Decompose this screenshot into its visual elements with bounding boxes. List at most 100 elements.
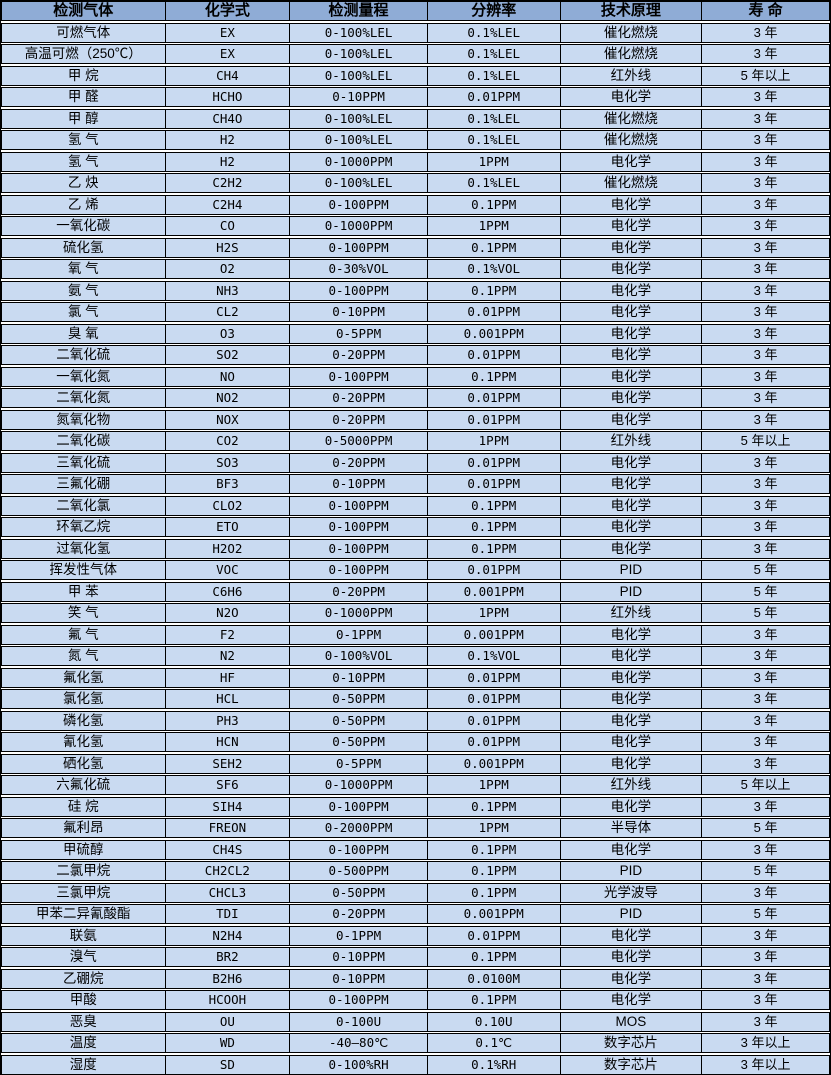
table-cell: 3 年 — [701, 130, 830, 150]
table-cell: 0.1PPM — [426, 882, 560, 903]
table-cell: 0-20PPM — [289, 345, 427, 365]
table-cell: 0-100PPM — [289, 990, 427, 1010]
table-cell: 0.1%LEL — [426, 65, 560, 86]
table-row: 二氧化氯 CLO2 0-100PPM 0.1PPM 电化学 3 年 — [1, 495, 830, 516]
table-row: 三氯甲烷 CHCL3 0-50PPM 0.1PPM 光学波导 3 年 — [1, 882, 830, 903]
table-cell: CL2 — [164, 302, 290, 322]
table-cell: 0.01PPM — [426, 560, 560, 580]
table-cell: 二氧化氮 — [1, 388, 165, 408]
table-cell: 磷化氢 — [1, 710, 165, 731]
table-cell: 电化学 — [559, 839, 702, 860]
table-cell: B2H6 — [164, 968, 290, 989]
table-row: 联氨 N2H4 0-1PPM 0.01PPM 电化学 3 年 — [1, 925, 830, 946]
table-cell: SIH4 — [164, 796, 290, 817]
table-cell: 3 年以上 — [701, 1033, 830, 1053]
table-cell: HCN — [164, 732, 290, 752]
table-cell: 0-30%VOL — [289, 259, 427, 279]
table-cell: 1PPM — [426, 603, 560, 623]
table-cell: 0-100%LEL — [289, 130, 427, 150]
table-cell: 3 年以上 — [701, 1054, 830, 1075]
table-cell: 0-10PPM — [289, 947, 427, 967]
table-cell: 0.01PPM — [426, 345, 560, 365]
table-cell: 0-1000PPM — [289, 151, 427, 172]
table-cell: 3 年 — [701, 323, 830, 344]
table-cell: 红外线 — [559, 431, 702, 451]
table-cell: 光学波导 — [559, 882, 702, 903]
table-cell: 0-50PPM — [289, 732, 427, 752]
table-row: 甲 烷 CH4 0-100%LEL 0.1%LEL 红外线 5 年以上 — [1, 65, 830, 86]
table-cell: 电化学 — [559, 646, 702, 666]
table-row: 氨 气 NH3 0-100PPM 0.1PPM 电化学 3 年 — [1, 280, 830, 301]
table-cell: 电化学 — [559, 323, 702, 344]
table-cell: 0-100PPM — [289, 517, 427, 537]
table-cell: 红外线 — [559, 65, 702, 86]
table-cell: SF6 — [164, 775, 290, 795]
table-cell: 3 年 — [701, 87, 830, 107]
table-cell: 5 年 — [701, 861, 830, 881]
table-cell: 氟 气 — [1, 624, 165, 645]
table-cell: 0.1PPM — [426, 947, 560, 967]
column-header-gas: 检测气体 — [1, 1, 165, 21]
table-cell: PID — [559, 861, 702, 881]
table-cell: 氮 气 — [1, 646, 165, 666]
table-cell: 电化学 — [559, 732, 702, 752]
table-row: 磷化氢 PH3 0-50PPM 0.01PPM 电化学 3 年 — [1, 710, 830, 731]
table-cell: 0.1%LEL — [426, 130, 560, 150]
table-cell: 0.1PPM — [426, 861, 560, 881]
table-cell: CLO2 — [164, 495, 290, 516]
table-cell: BF3 — [164, 474, 290, 494]
table-cell: 3 年 — [701, 882, 830, 903]
table-cell: N2O — [164, 603, 290, 623]
table-cell: 数字芯片 — [559, 1054, 702, 1075]
table-cell: 0.10U — [426, 1011, 560, 1032]
table-cell: 0-50PPM — [289, 689, 427, 709]
table-cell: 甲 醇 — [1, 108, 165, 129]
table-cell: 0.1℃ — [426, 1033, 560, 1053]
table-cell: 可燃气体 — [1, 22, 165, 43]
table-cell: 电化学 — [559, 495, 702, 516]
table-cell: 电化学 — [559, 538, 702, 559]
table-cell: FREON — [164, 818, 290, 838]
table-cell: 0.01PPM — [426, 667, 560, 688]
table-cell: 甲 醛 — [1, 87, 165, 107]
table-cell: 0-100%LEL — [289, 108, 427, 129]
table-cell: TDI — [164, 904, 290, 924]
table-row: 过氧化氢 H2O2 0-100PPM 0.1PPM 电化学 3 年 — [1, 538, 830, 559]
table-header-row: 检测气体 化学式 检测量程 分辨率 技术原理 寿 命 — [1, 1, 830, 21]
table-cell: 电化学 — [559, 216, 702, 236]
table-cell: 电化学 — [559, 710, 702, 731]
table-cell: 氟化氢 — [1, 667, 165, 688]
table-row: 三氧化硫 SO3 0-20PPM 0.01PPM 电化学 3 年 — [1, 452, 830, 473]
table-cell: 电化学 — [559, 388, 702, 408]
table-cell: 0.01PPM — [426, 710, 560, 731]
table-cell: 甲硫醇 — [1, 839, 165, 860]
table-cell: 0-100%VOL — [289, 646, 427, 666]
table-row: 氧 气 O2 0-30%VOL 0.1%VOL 电化学 3 年 — [1, 259, 830, 279]
table-cell: MOS — [559, 1011, 702, 1032]
table-cell: 3 年 — [701, 710, 830, 731]
table-cell: WD — [164, 1033, 290, 1053]
table-cell: HCOOH — [164, 990, 290, 1010]
table-cell: N2H4 — [164, 925, 290, 946]
table-cell: 数字芯片 — [559, 1033, 702, 1053]
table-cell: 3 年 — [701, 474, 830, 494]
table-cell: 5 年以上 — [701, 431, 830, 451]
table-cell: 3 年 — [701, 1011, 830, 1032]
table-row: 笑 气 N2O 0-1000PPM 1PPM 红外线 5 年 — [1, 603, 830, 623]
table-cell: 0.1%LEL — [426, 108, 560, 129]
table-cell: 0-100PPM — [289, 280, 427, 301]
table-row: 环氧乙烷 ETO 0-100PPM 0.1PPM 电化学 3 年 — [1, 517, 830, 537]
table-cell: 0.1PPM — [426, 839, 560, 860]
table-cell: 氟利昂 — [1, 818, 165, 838]
table-cell: 硒化氢 — [1, 753, 165, 774]
table-row: 氯化氢 HCL 0-50PPM 0.01PPM 电化学 3 年 — [1, 689, 830, 709]
table-cell: 氮氧化物 — [1, 409, 165, 430]
table-row: 二氧化碳 CO2 0-5000PPM 1PPM 红外线 5 年以上 — [1, 431, 830, 451]
table-cell: 0.001PPM — [426, 581, 560, 602]
table-row: 可燃气体 EX 0-100%LEL 0.1%LEL 催化燃烧 3 年 — [1, 22, 830, 43]
table-cell: 0-100PPM — [289, 839, 427, 860]
column-header-lifespan: 寿 命 — [701, 1, 830, 21]
table-row: 二氧化硫 SO2 0-20PPM 0.01PPM 电化学 3 年 — [1, 345, 830, 365]
table-cell: 5 年 — [701, 560, 830, 580]
table-cell: 3 年 — [701, 667, 830, 688]
